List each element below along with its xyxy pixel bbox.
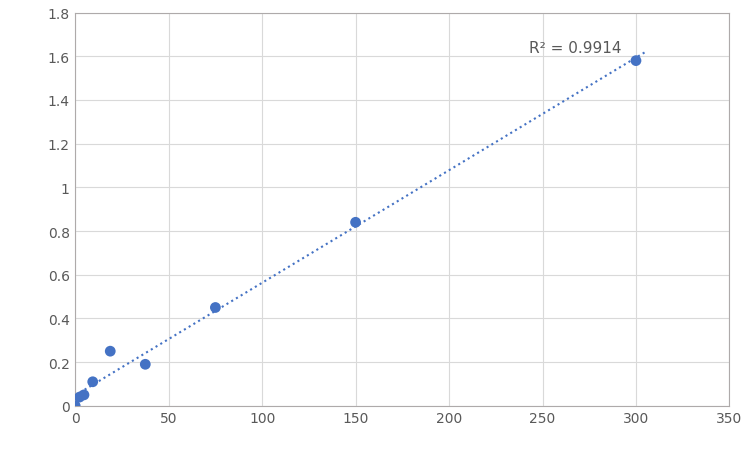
Point: [86, 378, 99, 386]
Point: [74, 394, 86, 401]
Point: [350, 219, 362, 226]
Point: [139, 361, 151, 368]
Point: [105, 348, 117, 355]
Text: R² = 0.9914: R² = 0.9914: [529, 41, 622, 56]
Point: [78, 391, 90, 399]
Point: [209, 304, 221, 312]
Point: [630, 58, 642, 65]
Point: [69, 402, 81, 410]
